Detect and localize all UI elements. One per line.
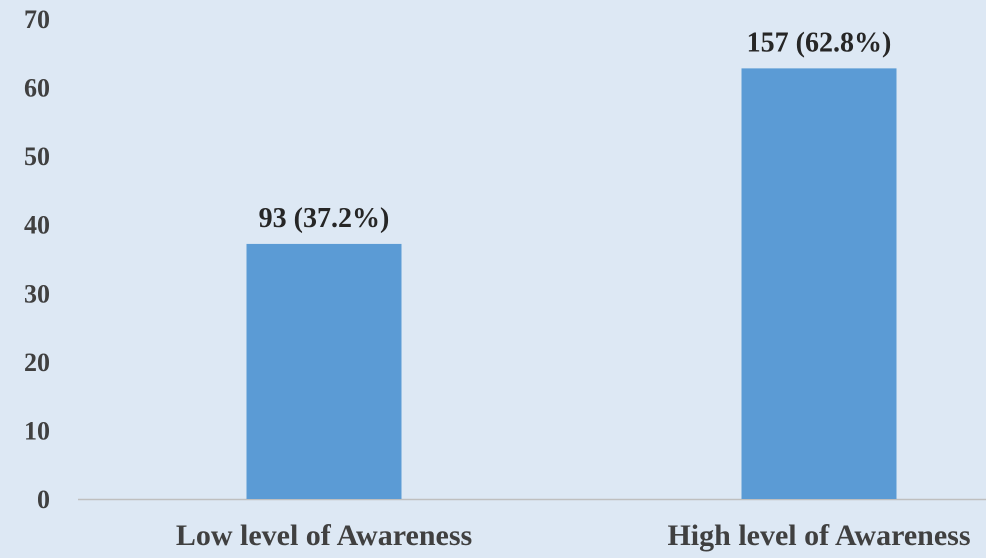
y-tick-label: 30 xyxy=(24,279,50,308)
bar-data-label: 93 (37.2%) xyxy=(259,203,390,234)
x-category-label: Low level of Awareness xyxy=(176,519,472,552)
bar xyxy=(741,68,897,499)
y-tick-label: 70 xyxy=(24,5,50,34)
y-tick-label: 20 xyxy=(24,348,50,377)
bar-series xyxy=(246,68,897,499)
y-axis: 0 10 20 30 40 50 60 70 xyxy=(24,5,50,514)
bar-data-label: 157 (62.8%) xyxy=(747,27,892,58)
data-labels: 93 (37.2%) 157 (62.8%) xyxy=(259,27,892,234)
y-tick-label: 60 xyxy=(24,74,50,103)
y-tick-label: 10 xyxy=(24,416,50,445)
y-tick-label: 50 xyxy=(24,142,50,171)
x-category-label: High level of Awareness xyxy=(667,519,970,552)
y-tick-label: 0 xyxy=(37,485,50,514)
y-tick-label: 40 xyxy=(24,211,50,240)
bar xyxy=(246,243,402,499)
x-axis: Low level of Awareness High level of Awar… xyxy=(176,519,971,552)
